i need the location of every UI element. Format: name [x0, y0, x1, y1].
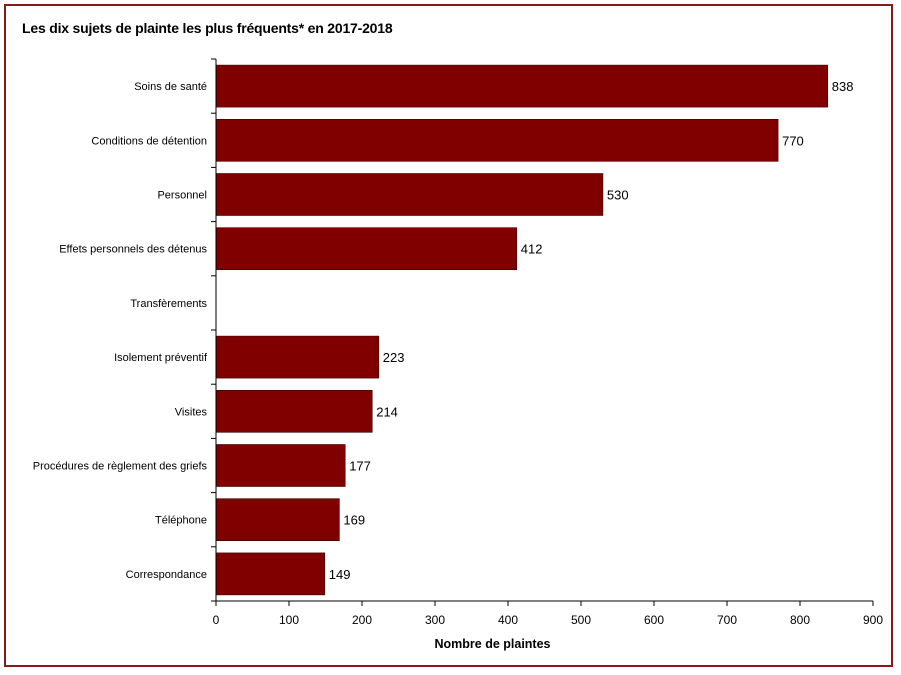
bar: [215, 119, 779, 162]
bar: [215, 227, 518, 270]
x-axis-title: Nombre de plaintes: [435, 637, 551, 651]
bar-value-label: 838: [832, 79, 854, 94]
bars-group: [215, 64, 829, 596]
bar: [215, 444, 346, 487]
chart-frame: [4, 4, 893, 667]
category-label: Visites: [175, 406, 208, 418]
bar: [215, 552, 326, 596]
x-tick-label: 0: [213, 613, 220, 627]
axes-group: 0 100 200 300 400 500 600 700 800 900: [211, 58, 883, 627]
category-label: Téléphone: [155, 515, 207, 527]
x-tick-label: 500: [571, 613, 591, 627]
bar-value-label: 169: [343, 513, 365, 528]
category-label: Personnel: [157, 190, 207, 202]
bar-value-label: 530: [607, 188, 629, 203]
category-label: Isolement préventif: [114, 352, 208, 364]
bar-value-label: 149: [329, 567, 351, 582]
x-tick-label: 100: [279, 613, 299, 627]
category-label: Conditions de détention: [91, 135, 207, 147]
category-label: Soins de santé: [134, 81, 207, 93]
bar-value-label: 177: [349, 459, 371, 474]
x-tick-label: 400: [498, 613, 518, 627]
bar: [215, 498, 340, 542]
category-label: Effets personnels des détenus: [59, 244, 207, 256]
x-tick-label: 300: [425, 613, 445, 627]
category-label: Procédures de règlement des griefs: [33, 461, 208, 473]
x-tick-label: 800: [790, 613, 810, 627]
x-tick-label: 200: [352, 613, 372, 627]
bar-value-label: 214: [376, 404, 398, 419]
bar: [215, 335, 380, 379]
bar-value-label: 412: [521, 242, 543, 257]
x-tick-label: 900: [863, 613, 883, 627]
bar-value-label: 223: [383, 350, 405, 365]
x-tick-label: 600: [644, 613, 664, 627]
category-label: Transfèrements: [130, 298, 207, 310]
bar: [215, 389, 373, 433]
bar-value-label: 770: [782, 133, 804, 148]
x-tick-label: 700: [717, 613, 737, 627]
value-labels: 838 770 530 412 223 214 177 169 149: [329, 79, 854, 582]
chart-title: Les dix sujets de plainte les plus fréqu…: [22, 20, 393, 36]
bar: [215, 173, 604, 216]
category-labels: Soins de santé Conditions de détention Per…: [33, 81, 208, 581]
category-label: Correspondance: [126, 569, 207, 581]
bar: [215, 64, 829, 108]
